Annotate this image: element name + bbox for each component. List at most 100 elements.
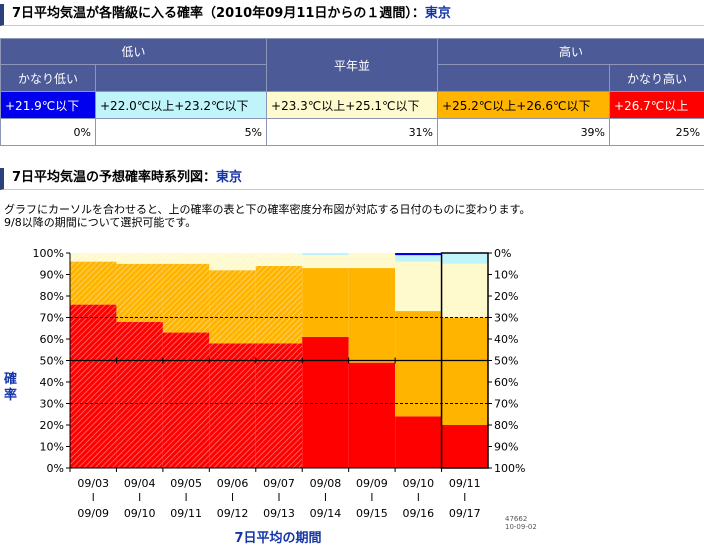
- bar-segment-8-0[interactable]: [441, 425, 488, 468]
- sub-very-high: かなり高い: [609, 64, 704, 92]
- y-tick-label-right-1: 90%: [494, 441, 518, 454]
- x-label-start-0: 09/03: [77, 477, 109, 490]
- heading-title: 7日平均気温が各階級に入る確率（2010年09月11日からの１週間）：: [12, 6, 425, 21]
- prob-value-3: 39%: [437, 118, 611, 146]
- x-label-start-2: 09/05: [170, 477, 202, 490]
- y-tick-label-left-4: 40%: [40, 376, 64, 389]
- bar-segment-6-0[interactable]: [348, 362, 396, 468]
- bar-segment-5-3[interactable]: [302, 253, 349, 256]
- bar-hatch-3-1: [209, 270, 256, 344]
- bar-segment-5-1[interactable]: [302, 268, 349, 337]
- sub-very-low: かなり低い: [0, 64, 96, 92]
- y-tick-label-left-1: 10%: [40, 441, 64, 454]
- group-low: 低い: [0, 38, 268, 65]
- bar-segment-7-4[interactable]: [395, 253, 442, 256]
- bar-hatch-1-2: [116, 253, 163, 264]
- bar-hatch-1-1: [116, 263, 163, 322]
- x-label-end-0: 09/09: [77, 507, 109, 520]
- bar-segment-7-3[interactable]: [395, 255, 442, 262]
- heading-place: 東京: [424, 6, 451, 21]
- y-tick-label-left-9: 90%: [40, 269, 64, 282]
- bar-segment-7-1[interactable]: [395, 311, 442, 417]
- x-label-end-6: 09/15: [356, 507, 388, 520]
- timeseries-heading: 7日平均気温の予想確率時系列図：東京: [0, 168, 704, 190]
- bar-segment-7-2[interactable]: [395, 261, 442, 312]
- x-label-start-7: 09/10: [402, 477, 434, 490]
- y-tick-label-left-2: 20%: [40, 419, 64, 432]
- x-label-start-6: 09/09: [356, 477, 388, 490]
- group-normal: 平年並: [266, 38, 439, 92]
- bar-hatch-3-0: [209, 343, 256, 468]
- class-cell-1: +22.0℃以上+23.2℃以下: [94, 91, 268, 119]
- y-tick-label-right-5: 50%: [494, 355, 518, 368]
- y-tick-label-right-0: 100%: [494, 462, 525, 475]
- y-tick-label-left-7: 70%: [40, 312, 64, 325]
- x-label-end-1: 09/10: [124, 507, 156, 520]
- x-label-start-3: 09/06: [217, 477, 249, 490]
- y-tick-label-right-10: 0%: [494, 247, 511, 260]
- bar-layer: [70, 252, 489, 469]
- bar-hatch-2-1: [162, 263, 210, 333]
- bar-hatch-4-2: [255, 253, 303, 266]
- probability-table-heading: 7日平均気温が各階級に入る確率（2010年09月11日からの１週間）：東京: [0, 4, 704, 26]
- class-cell-3: +25.2℃以上+26.6℃以下: [437, 91, 611, 119]
- instruction-note: グラフにカーソルを合わせると、上の確率の表と下の確率密度分布図が対応する日付のも…: [4, 203, 530, 229]
- bar-hatch-0-0: [70, 304, 117, 468]
- y-tick-label-right-4: 60%: [494, 376, 518, 389]
- bar-hatch-1-0: [116, 321, 163, 468]
- bar-segment-5-0[interactable]: [302, 336, 349, 468]
- axes-layer: 0% 100% 10% 90% 20% 80% 30% 70% 40% 60% 50% 50% 60% 4…: [33, 247, 526, 520]
- x-label-start-4: 09/07: [263, 477, 295, 490]
- bar-hatch-2-0: [162, 332, 210, 468]
- sub-low-blank: [94, 64, 268, 92]
- y-tick-label-left-3: 30%: [40, 398, 64, 411]
- note-line-1: グラフにカーソルを合わせると、上の確率の表と下の確率密度分布図が対応する日付のも…: [4, 203, 531, 216]
- x-label-end-4: 09/13: [263, 507, 295, 520]
- heading2-place: 東京: [216, 170, 243, 185]
- bar-segment-7-0[interactable]: [395, 416, 442, 468]
- heading2-title: 7日平均気温の予想確率時系列図：: [12, 170, 217, 185]
- y-tick-label-left-6: 60%: [40, 333, 64, 346]
- x-label-end-3: 09/12: [217, 507, 249, 520]
- y-tick-label-left-5: 50%: [40, 355, 64, 368]
- x-label-start-8: 09/11: [449, 477, 481, 490]
- bar-segment-8-1[interactable]: [441, 317, 488, 426]
- class-row: +21.9℃以下 +22.0℃以上+23.2℃以下 +23.3℃以上+25.1℃…: [0, 91, 704, 119]
- bar-segment-5-2[interactable]: [302, 255, 349, 269]
- bar-segment-8-3[interactable]: [441, 253, 488, 264]
- prob-value-1: 5%: [94, 118, 268, 146]
- bar-segment-8-2[interactable]: [441, 263, 488, 318]
- bar-hatch-0-2: [70, 253, 117, 262]
- bar-hatch-4-1: [255, 265, 303, 344]
- x-label-end-7: 09/16: [402, 507, 434, 520]
- class-cell-4: +26.7℃以上: [609, 91, 704, 119]
- bar-segment-6-1[interactable]: [348, 268, 396, 363]
- bar-hatch-4-0: [255, 343, 303, 468]
- bar-hatch-2-2: [162, 253, 210, 264]
- x-axis-label: 7日平均の期間: [234, 530, 321, 546]
- probability-timeseries-chart: 0% 100% 10% 90% 20% 80% 30% 70% 40% 60% 50% 50% 60% 4…: [4, 247, 537, 546]
- prob-value-4: 25%: [609, 118, 704, 146]
- y-tick-label-right-6: 40%: [494, 333, 518, 346]
- bar-segment-6-2[interactable]: [348, 253, 396, 269]
- y-tick-label-right-2: 80%: [494, 419, 518, 432]
- y-tick-label-right-9: 10%: [494, 269, 518, 282]
- y-tick-label-left-0: 0%: [47, 462, 64, 475]
- x-label-end-8: 09/17: [449, 507, 481, 520]
- prob-value-0: 0%: [0, 118, 96, 146]
- x-label-end-2: 09/11: [170, 507, 202, 520]
- note-line-2: 9/8以降の期間について選択可能です。: [4, 216, 197, 229]
- prob-value-2: 31%: [266, 118, 439, 146]
- bar-hatch-3-2: [209, 253, 256, 271]
- y-tick-label-right-3: 70%: [494, 398, 518, 411]
- class-cell-2: +23.3℃以上+25.1℃以下: [266, 91, 439, 119]
- group-high: 高い: [437, 38, 704, 65]
- y-tick-label-left-10: 100%: [33, 247, 64, 260]
- class-cell-0: +21.9℃以下: [0, 91, 96, 119]
- y-tick-label-left-8: 80%: [40, 290, 64, 303]
- y-axis-label: 確率: [4, 371, 17, 403]
- watermark: 47662 10-09-02: [505, 515, 537, 531]
- sub-high-blank: [437, 64, 611, 92]
- y-tick-label-right-8: 20%: [494, 290, 518, 303]
- x-label-end-5: 09/14: [310, 507, 342, 520]
